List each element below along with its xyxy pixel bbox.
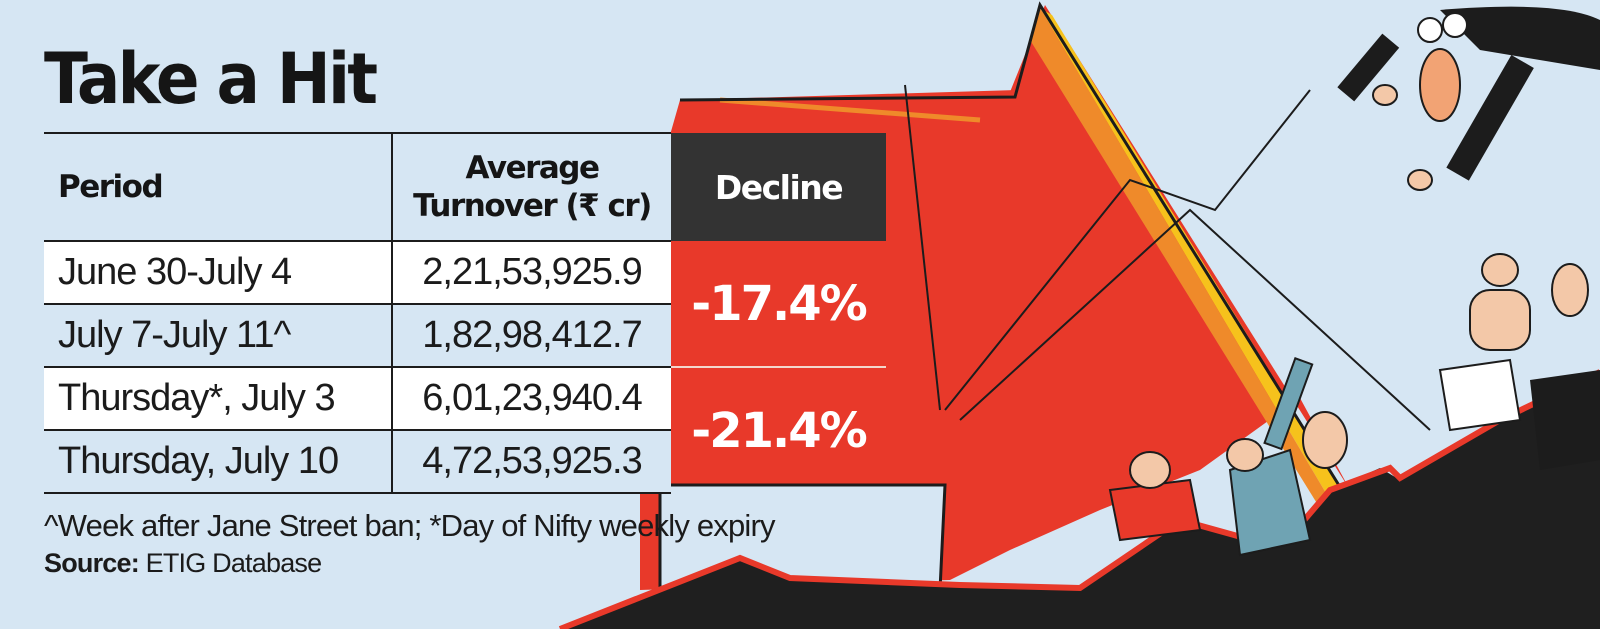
page-title: Take a Hit [44, 38, 378, 120]
table-row: Thursday, July 10 4,72,53,925.3 [44, 429, 886, 494]
cell-turnover: 1,82,98,412.7 [391, 303, 671, 367]
turnover-table: Period Average Turnover (₹ cr) Decline J… [44, 132, 886, 494]
source-label: Source: [44, 548, 140, 578]
cell-decline-weekly: -17.4% [671, 241, 886, 368]
cell-decline-thursday: -21.4% [691, 402, 867, 459]
arrow-yellow-band [1040, 8, 1345, 500]
cell-turnover: 2,21,53,925.9 [391, 240, 671, 304]
mountain-chart-shape [560, 372, 1600, 629]
cell-period: Thursday*, July 3 [44, 366, 392, 430]
table-row: July 7-July 11^ 1,82,98,412.7 [44, 303, 886, 367]
table-row: Thursday*, July 3 6,01,23,940.4 -21.4% [44, 366, 886, 459]
arrow-orange-band [1030, 8, 1330, 505]
footnote: ^Week after Jane Street ban; *Day of Nif… [44, 508, 776, 543]
source-line: Source: ETIG Database [44, 548, 323, 579]
cell-turnover: 6,01,23,940.4 [391, 366, 671, 430]
cell-period: July 7-July 11^ [44, 303, 392, 367]
cell-turnover: 4,72,53,925.3 [391, 429, 671, 494]
source-value: ETIG Database [138, 548, 323, 578]
header-decline: Decline [671, 133, 886, 241]
header-period: Period [44, 132, 392, 241]
table-header-row: Period Average Turnover (₹ cr) Decline [44, 132, 886, 241]
header-average-turnover: Average Turnover (₹ cr) [391, 132, 671, 241]
cell-period: June 30-July 4 [44, 240, 392, 304]
cell-period: Thursday, July 10 [44, 429, 392, 494]
header-turnover-line2: Turnover (₹ cr) [413, 188, 652, 224]
header-turnover-line1: Average [465, 150, 600, 186]
table-row: June 30-July 4 2,21,53,925.9 -17.4% [44, 240, 886, 368]
